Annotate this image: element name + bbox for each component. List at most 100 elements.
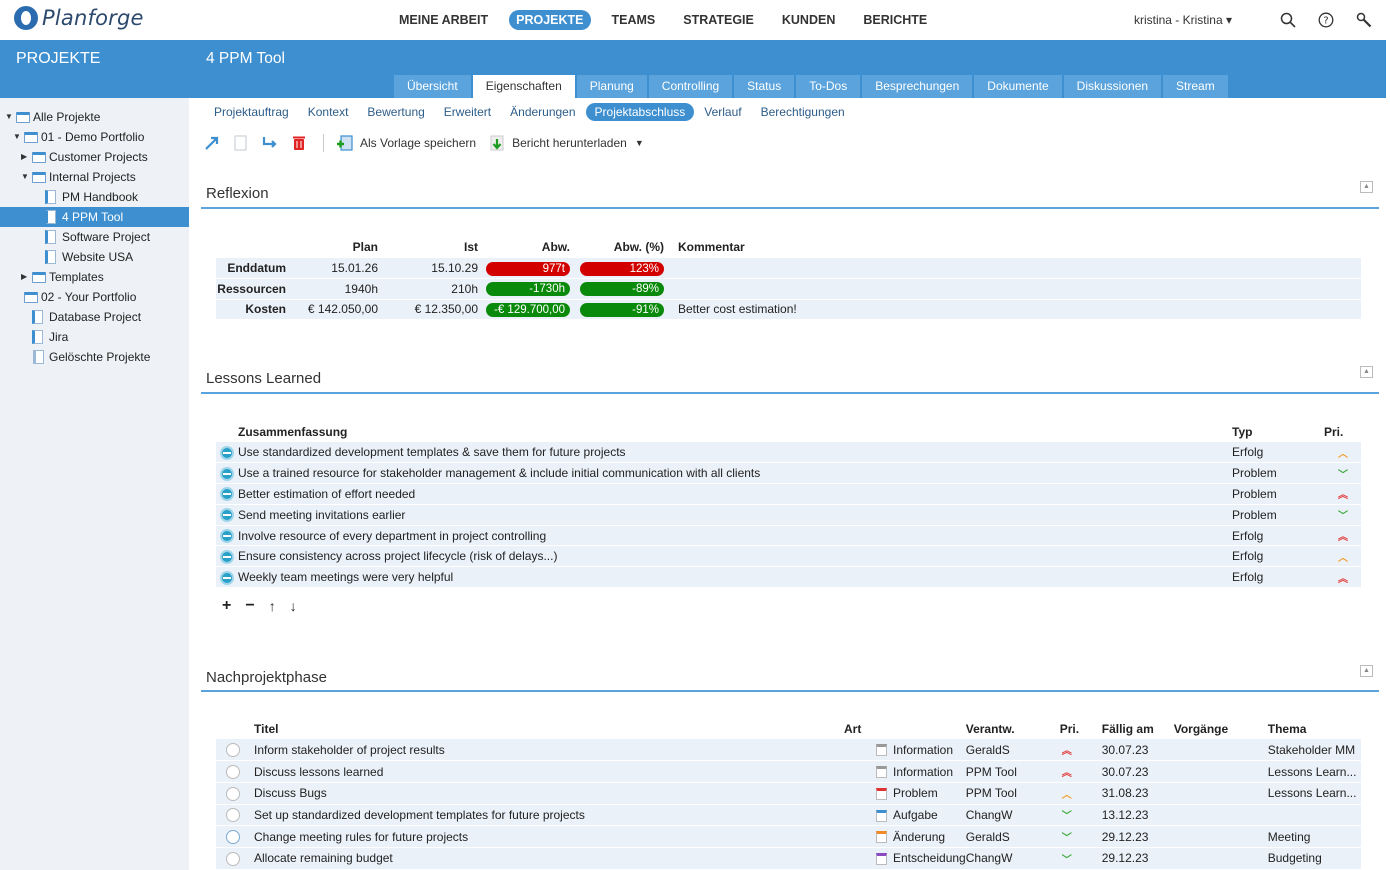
brand-logo[interactable]: Planforge	[14, 6, 144, 30]
nav-teams[interactable]: TEAMS	[611, 13, 656, 27]
subtab-bewertung[interactable]: Bewertung	[367, 105, 425, 119]
list-item[interactable]: Ensure consistency across project lifecy…	[216, 545, 1361, 568]
download-icon[interactable]	[488, 134, 506, 152]
sidebar-item-database-project[interactable]: Database Project	[0, 307, 189, 327]
collapse-lessons-button[interactable]: ▲	[1360, 366, 1373, 378]
table-row[interactable]: Change meeting rules for future projects…	[216, 825, 1361, 848]
comment-cell[interactable]	[672, 278, 1361, 300]
open-status-icon[interactable]	[226, 808, 240, 823]
sidebar-item-jira[interactable]: Jira	[0, 327, 189, 347]
subtab-anderungen[interactable]: Änderungen	[510, 105, 576, 119]
sidebar-item-02-your-portfolio[interactable]: 02 - Your Portfolio	[0, 287, 189, 307]
open-status-icon[interactable]	[226, 764, 240, 779]
list-item[interactable]: Send meeting invitations earlier Problem ﹀	[216, 504, 1361, 526]
expanded-arrow-icon[interactable]: ▼	[5, 112, 13, 121]
move-down-icon[interactable]: ↓	[289, 598, 297, 614]
list-item[interactable]: Better estimation of effort needed Proble…	[216, 483, 1361, 505]
topic[interactable]: Lessons Learn...	[1267, 760, 1361, 783]
sidebar-item-software-project[interactable]: Software Project	[0, 227, 189, 247]
sidebar-item-internal-projects[interactable]: ▼ Internal Projects	[0, 167, 189, 187]
nav-projekte[interactable]: PROJEKTE	[509, 10, 591, 30]
open-status-icon[interactable]	[226, 786, 240, 801]
lesson-summary[interactable]: Weekly team meetings were very helpful	[238, 566, 1232, 589]
collapsed-arrow-icon[interactable]: ▶	[21, 272, 28, 281]
subtab-verlauf[interactable]: Verlauf	[704, 105, 742, 119]
nav-berichte[interactable]: BERICHTE	[863, 13, 928, 27]
table-row[interactable]: Inform stakeholder of project results Inf…	[216, 739, 1361, 762]
in-progress-icon[interactable]	[226, 830, 240, 844]
nav-strategie[interactable]: STRATEGIE	[683, 13, 754, 27]
add-icon[interactable]: +	[222, 597, 232, 614]
table-row[interactable]: Set up standardized development template…	[216, 804, 1361, 827]
subtab-projektabschluss[interactable]: Projektabschluss	[585, 103, 695, 121]
open-status-icon[interactable]	[226, 851, 240, 866]
save-template-icon[interactable]	[336, 134, 354, 152]
owner[interactable]: GeraldS	[965, 739, 1060, 762]
topic[interactable]: Stakeholder MM	[1267, 739, 1361, 762]
topic[interactable]: Meeting	[1267, 825, 1361, 848]
item-title[interactable]: Discuss Bugs	[254, 782, 844, 805]
comment-cell[interactable]: Better cost estimation!	[672, 299, 1361, 321]
collapse-nachprojekt-button[interactable]: ▲	[1360, 665, 1373, 677]
lesson-summary[interactable]: Ensure consistency across project lifecy…	[238, 545, 1232, 568]
tab-ubersicht[interactable]: Übersicht	[394, 75, 471, 98]
sidebar-item-4-ppm-tool[interactable]: 4 PPM Tool	[0, 207, 189, 227]
owner[interactable]: ChangW	[965, 804, 1060, 827]
tab-to-dos[interactable]: To-Dos	[796, 75, 861, 98]
sidebar-item-01-demo-portfolio[interactable]: ▼ 01 - Demo Portfolio	[0, 127, 189, 147]
table-row[interactable]: Discuss Bugs Problem PPM Tool ︿ 31.08.23 Less…	[216, 782, 1361, 805]
owner[interactable]: PPM Tool	[965, 760, 1060, 783]
item-title[interactable]: Discuss lessons learned	[254, 760, 844, 783]
chevron-down-icon[interactable]: ▼	[634, 138, 644, 148]
collapse-reflexion-button[interactable]: ▲	[1360, 181, 1373, 193]
list-item[interactable]: Weekly team meetings were very helpful Er…	[216, 566, 1361, 589]
help-icon[interactable]: ?	[1318, 12, 1334, 28]
tab-dokumente[interactable]: Dokumente	[974, 75, 1062, 98]
sidebar-item-customer-projects[interactable]: ▶ Customer Projects	[0, 147, 189, 167]
lesson-summary[interactable]: Involve resource of every department in …	[238, 525, 1232, 547]
user-menu[interactable]: kristina - Kristina ▾	[1133, 13, 1232, 27]
tab-planung[interactable]: Planung	[576, 75, 647, 98]
move-up-icon[interactable]: ↑	[268, 598, 276, 614]
delete-icon[interactable]	[290, 134, 308, 152]
table-row[interactable]: Discuss lessons learned Information PPM To…	[216, 760, 1361, 783]
subtab-erweitert[interactable]: Erweitert	[443, 105, 492, 119]
comment-cell[interactable]	[672, 258, 1361, 280]
lesson-summary[interactable]: Use standardized development templates &…	[238, 442, 1232, 464]
sidebar-item-website-usa[interactable]: Website USA	[0, 247, 189, 267]
wrench-icon[interactable]	[1356, 12, 1372, 28]
copy-icon[interactable]	[232, 134, 250, 152]
list-item[interactable]: Use standardized development templates &…	[216, 442, 1361, 464]
download-report-button[interactable]: Bericht herunterladen	[512, 136, 627, 150]
tab-eigenschaften[interactable]: Eigenschaften	[472, 75, 575, 98]
owner[interactable]: GeraldS	[965, 825, 1060, 848]
sidebar-item-geloschte-projekte[interactable]: Gelöschte Projekte	[0, 347, 189, 367]
subtab-berechtigungen[interactable]: Berechtigungen	[760, 105, 845, 119]
item-title[interactable]: Set up standardized development template…	[254, 804, 844, 827]
topic[interactable]	[1267, 804, 1361, 827]
tab-diskussionen[interactable]: Diskussionen	[1063, 75, 1162, 98]
topic[interactable]: Lessons Learn...	[1267, 782, 1361, 805]
subtab-projektauftrag[interactable]: Projektauftrag	[214, 105, 289, 119]
sidebar-item-alle-projekte[interactable]: ▼ Alle Projekte	[0, 107, 189, 127]
save-template-button[interactable]: Als Vorlage speichern	[360, 136, 477, 150]
open-status-icon[interactable]	[226, 743, 240, 757]
remove-icon[interactable]: −	[245, 597, 255, 614]
tab-status[interactable]: Status	[734, 75, 795, 98]
expanded-arrow-icon[interactable]: ▼	[13, 132, 21, 141]
lesson-summary[interactable]: Send meeting invitations earlier	[238, 504, 1232, 526]
table-row[interactable]: Allocate remaining budget Entscheidung Cha…	[216, 847, 1361, 870]
lesson-summary[interactable]: Better estimation of effort needed	[238, 483, 1232, 505]
expanded-arrow-icon[interactable]: ▼	[21, 172, 29, 181]
item-title[interactable]: Inform stakeholder of project results	[254, 739, 844, 762]
move-icon[interactable]	[261, 134, 279, 152]
item-title[interactable]: Allocate remaining budget	[254, 847, 844, 870]
sidebar-item-pm-handbook[interactable]: PM Handbook	[0, 187, 189, 207]
sidebar-item-templates[interactable]: ▶ Templates	[0, 267, 189, 287]
collapsed-arrow-icon[interactable]: ▶	[21, 152, 28, 161]
owner[interactable]: ChangW	[965, 847, 1060, 870]
nav-kunden[interactable]: KUNDEN	[781, 13, 836, 27]
tab-stream[interactable]: Stream	[1163, 75, 1228, 98]
topic[interactable]: Budgeting	[1267, 847, 1361, 870]
open-external-icon[interactable]	[203, 134, 221, 152]
